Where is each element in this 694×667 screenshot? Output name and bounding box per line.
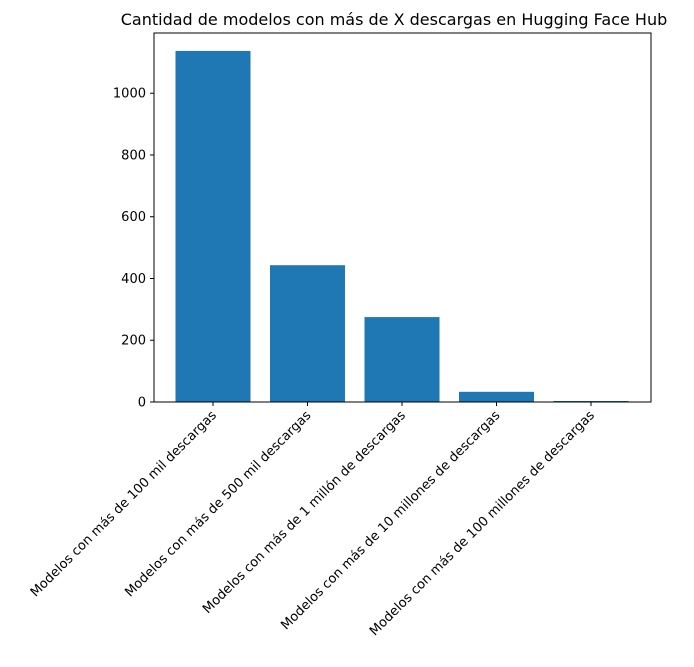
x-axis: Modelos con más de 100 mil descargasMode…: [28, 402, 598, 639]
y-tick-label: 1000: [113, 87, 146, 102]
y-axis: 0 200 400 600 800 1000: [113, 87, 154, 411]
x-tick-label: Modelos con más de 100 millones de desca…: [367, 408, 598, 639]
bar: [459, 391, 534, 402]
bar: [175, 50, 251, 403]
y-tick-label: 800: [121, 148, 146, 163]
x-tick-label: Modelos con más de 10 millones de descar…: [278, 408, 503, 633]
y-tick-label: 0: [138, 396, 146, 411]
bars-group: [175, 50, 629, 403]
x-tick-label: Modelos con más de 1 millón de descargas: [200, 408, 409, 617]
x-tick-label: Modelos con más de 500 mil descargas: [122, 408, 314, 600]
x-tick-label: Modelos con más de 100 mil descargas: [28, 408, 220, 600]
plot-frame: [153, 32, 652, 403]
chart-title: Cantidad de modelos con más de X descarg…: [121, 10, 668, 29]
bar: [364, 317, 440, 402]
y-tick-label: 600: [121, 210, 146, 225]
plot-border: [153, 32, 652, 403]
bar: [270, 265, 345, 402]
y-tick-label: 400: [121, 272, 146, 287]
y-tick-label: 200: [121, 334, 146, 349]
